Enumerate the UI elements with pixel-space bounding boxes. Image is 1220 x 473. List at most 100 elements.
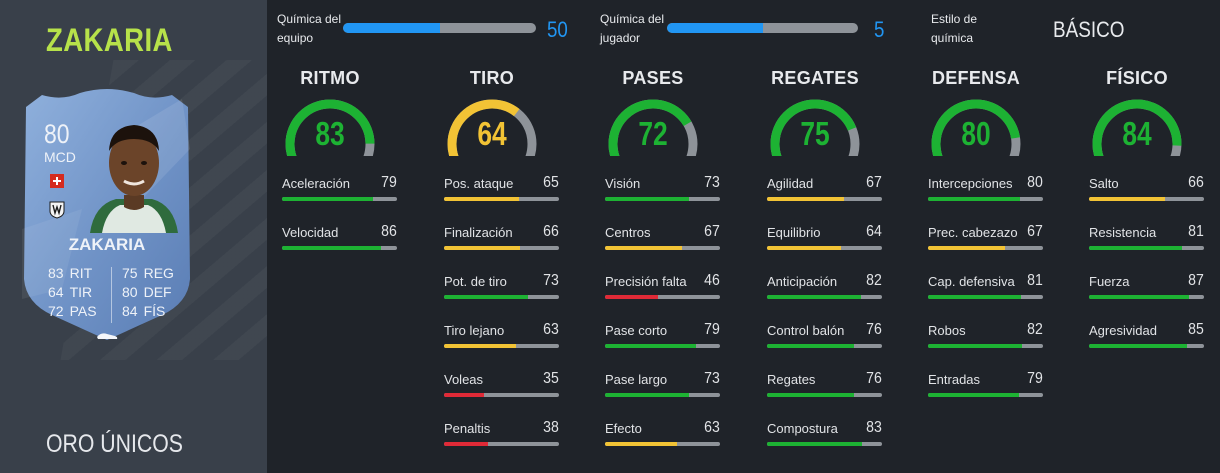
gauge-fill bbox=[770, 99, 860, 156]
stat-bar-fill bbox=[1089, 344, 1187, 348]
stat-value: 38 bbox=[543, 419, 559, 436]
stat-name: Penaltis bbox=[444, 421, 491, 436]
stat-bar bbox=[605, 393, 720, 397]
stat-value: 63 bbox=[543, 321, 559, 338]
stat-bar bbox=[767, 442, 882, 446]
stat-name: Compostura bbox=[767, 421, 838, 436]
stat-name: Entradas bbox=[928, 372, 981, 387]
stat-bar-fill bbox=[767, 197, 845, 201]
stat-bar bbox=[1089, 197, 1204, 201]
team-chemistry-bar bbox=[343, 23, 536, 33]
stat-value: 86 bbox=[381, 223, 397, 240]
player-card[interactable]: 80 MCD ZAKARIA 83 RIT 64 TIR 72 PAS 75 REG 8… bbox=[22, 89, 192, 340]
stat-bar-fill bbox=[605, 344, 696, 348]
category-title: PASES bbox=[622, 68, 684, 88]
stat-name: Pot. de tiro bbox=[444, 274, 507, 289]
player-chemistry-value: 5 bbox=[874, 17, 885, 42]
stat-value: 66 bbox=[543, 223, 559, 240]
stat-value: 46 bbox=[704, 272, 720, 289]
card-stat-tir: 64 TIR bbox=[48, 284, 93, 300]
stat-bar-fill bbox=[282, 197, 373, 201]
stat-bar-fill bbox=[605, 295, 658, 299]
stat-bar bbox=[282, 197, 397, 201]
category-value: 84 bbox=[1122, 115, 1152, 152]
stat-value: 81 bbox=[1027, 272, 1043, 289]
stat-bar bbox=[444, 393, 559, 397]
card-stat-def: 80 DEF bbox=[122, 284, 172, 300]
card-edition: ORO ÚNICOS bbox=[46, 430, 183, 458]
stat-name: Centros bbox=[605, 225, 651, 240]
stat-value: 83 bbox=[866, 419, 882, 436]
stat-value: 82 bbox=[1027, 321, 1043, 338]
stat-bar-fill bbox=[767, 246, 841, 250]
stat-name: Control balón bbox=[767, 323, 845, 338]
stat-name: Velocidad bbox=[282, 225, 339, 240]
gauge-fill bbox=[285, 99, 375, 156]
player-chemistry-label: Química del jugador bbox=[600, 12, 665, 45]
player-photo bbox=[90, 125, 178, 233]
stat-bar bbox=[767, 393, 882, 397]
stat-name: Pos. ataque bbox=[444, 176, 514, 191]
stat-value: 79 bbox=[381, 174, 397, 191]
stat-bar-fill bbox=[444, 197, 519, 201]
player-panel: ZAKARIA 80 MCD bbox=[0, 0, 267, 473]
stat-bar-fill bbox=[767, 442, 863, 446]
stat-name: Aceleración bbox=[282, 176, 350, 191]
stat-value: 80 bbox=[1027, 174, 1043, 191]
stat-bar bbox=[605, 295, 720, 299]
club-badge-icon bbox=[49, 201, 65, 219]
stat-value: 67 bbox=[1027, 223, 1043, 240]
card-rating: 80 bbox=[44, 119, 70, 149]
stat-value: 73 bbox=[543, 272, 559, 289]
stat-bar bbox=[605, 344, 720, 348]
stat-bar bbox=[928, 344, 1043, 348]
stat-name: Finalización bbox=[444, 225, 513, 240]
stat-bar-fill bbox=[605, 246, 683, 250]
stat-value: 76 bbox=[866, 370, 882, 387]
stat-bar-fill bbox=[928, 295, 1022, 299]
stat-name: Salto bbox=[1089, 176, 1119, 191]
category-title: TIRO bbox=[469, 68, 515, 88]
stat-value: 79 bbox=[704, 321, 720, 338]
stat-bar-fill bbox=[1089, 197, 1165, 201]
stat-bar-fill bbox=[444, 246, 520, 250]
stat-bar bbox=[1089, 344, 1204, 348]
stat-value: 63 bbox=[704, 419, 720, 436]
stat-bar bbox=[444, 344, 559, 348]
stat-value: 64 bbox=[866, 223, 882, 240]
stat-bar-fill bbox=[767, 295, 862, 299]
category-title: REGATES bbox=[771, 68, 859, 88]
stat-value: 85 bbox=[1188, 321, 1204, 338]
category-value: 64 bbox=[477, 115, 507, 152]
stat-bar-fill bbox=[928, 197, 1020, 201]
stat-bar bbox=[1089, 246, 1204, 250]
stat-name: Pase corto bbox=[605, 323, 668, 338]
stat-bar-fill bbox=[444, 442, 488, 446]
chemistry-style-value[interactable]: BÁSICO bbox=[1053, 17, 1125, 42]
stat-value: 73 bbox=[704, 174, 720, 191]
category-gauge bbox=[447, 99, 537, 156]
stat-bar bbox=[928, 393, 1043, 397]
category-gauge bbox=[931, 99, 1021, 156]
stat-name: Anticipación bbox=[767, 274, 838, 289]
stat-bar-fill bbox=[605, 393, 689, 397]
stat-value: 76 bbox=[866, 321, 882, 338]
player-name: ZAKARIA bbox=[46, 22, 173, 58]
category-value: 83 bbox=[315, 115, 345, 152]
stat-value: 73 bbox=[704, 370, 720, 387]
stat-bar-fill bbox=[1089, 246, 1183, 250]
category-title: FÍSICO bbox=[1106, 68, 1168, 88]
card-stat-reg: 75 REG bbox=[122, 265, 174, 281]
stat-bar bbox=[282, 246, 397, 250]
category-gauge bbox=[770, 99, 860, 156]
gauge-fill bbox=[608, 99, 698, 156]
stat-bar bbox=[605, 442, 720, 446]
stat-bar bbox=[767, 295, 882, 299]
category-value: 72 bbox=[638, 115, 668, 152]
card-stat-rit: 83 RIT bbox=[48, 265, 93, 281]
category-title: DEFENSA bbox=[931, 68, 1021, 88]
card-player-name: ZAKARIA bbox=[68, 235, 146, 254]
stat-name: Agresividad bbox=[1089, 323, 1157, 338]
card-stat-pas: 72 PAS bbox=[48, 303, 97, 319]
category-gauge bbox=[1092, 99, 1182, 156]
